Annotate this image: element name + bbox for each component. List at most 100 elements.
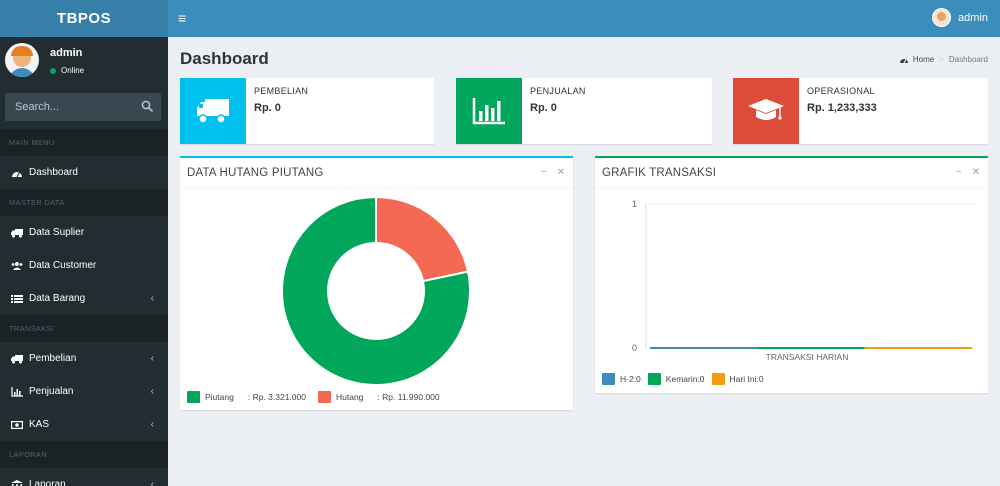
box-title: GRAFIK TRANSAKSI	[602, 167, 717, 179]
money-icon	[11, 420, 24, 430]
sidebar-item-laporan[interactable]: Laporan ‹	[0, 468, 168, 486]
sidebar-item-penjualan[interactable]: Penjualan ‹	[0, 375, 168, 408]
sidebar-item-pembelian[interactable]: Pembelian ‹	[0, 342, 168, 375]
y-tick-label: 1	[632, 199, 637, 209]
sidebar-item-data-suplier[interactable]: Data Suplier	[0, 216, 168, 249]
legend-swatch	[187, 391, 200, 403]
donut-slice-piutang[interactable]	[281, 195, 471, 386]
collapse-icon[interactable]: −	[955, 167, 962, 178]
sidebar-item-data-customer[interactable]: Data Customer	[0, 249, 168, 282]
truck-icon	[11, 228, 23, 238]
search-input[interactable]	[5, 93, 161, 121]
online-dot-icon	[50, 67, 56, 74]
user-avatar-icon	[932, 8, 952, 27]
legend-name: Piutang	[205, 392, 234, 402]
legend-swatch	[711, 373, 725, 385]
page-title: Dashboard	[180, 49, 269, 68]
legend-item-h2: H-2:0	[602, 373, 641, 385]
x-axis-label: TRANSAKSI HARIAN	[766, 352, 849, 362]
box-tools: − ✕	[956, 167, 980, 178]
legend-name: Hutang	[335, 392, 364, 402]
info-label: PENJUALAN	[530, 86, 586, 96]
close-icon[interactable]: ✕	[556, 167, 565, 178]
top-navbar: ≡ admin	[168, 0, 1000, 37]
box-tools: − ✕	[541, 167, 565, 178]
sidebar-menu: MAIN MENU Dashboard MASTER DATA Data Suplie…	[0, 129, 168, 486]
hutang-piutang-box: DATA HUTANG PIUTANG − ✕ Piutang : Rp. 3.…	[180, 156, 573, 410]
breadcrumb-home[interactable]: Home	[912, 55, 935, 64]
line-legend: H-2:0 Kemarin:0 Hari Ini:0	[602, 373, 764, 385]
sidebar-header-transaksi: TRANSAKSI	[0, 315, 168, 342]
truck-icon	[11, 354, 23, 364]
bank-icon	[11, 479, 23, 486]
user-panel: admin Online	[0, 37, 168, 89]
legend-swatch	[647, 373, 661, 385]
breadcrumb-separator: >	[939, 55, 944, 64]
dashboard-icon	[11, 168, 23, 178]
info-value: Rp. 0	[254, 102, 281, 114]
sidebar-user-name: admin	[50, 47, 83, 59]
search-icon[interactable]	[141, 100, 153, 112]
legend-name: H-2:0	[620, 374, 641, 384]
sidebar-item-label: Laporan	[29, 479, 66, 486]
info-value: Rp. 0	[530, 102, 557, 114]
legend-item-piutang: Piutang : Rp. 3.321.000	[187, 391, 306, 403]
sidebar-item-dashboard[interactable]: Dashboard	[0, 156, 168, 189]
sidebar-header-master-data: MASTER DATA	[0, 189, 168, 216]
box-title: DATA HUTANG PIUTANG	[187, 167, 324, 179]
collapse-icon[interactable]: −	[540, 167, 547, 178]
sidebar-header-main-menu: MAIN MENU	[0, 129, 168, 156]
status-online: Online	[50, 66, 84, 75]
grafik-transaksi-box: GRAFIK TRANSAKSI − ✕ 0 1 TRANSAKSI HARIAN …	[595, 156, 988, 393]
info-box-penjualan: PENJUALAN Rp. 0	[456, 78, 712, 144]
info-label: OPERASIONAL	[807, 86, 875, 96]
legend-item-hutang: Hutang : Rp. 11.990.000	[317, 391, 440, 403]
legend-name: Kemarin:0	[665, 374, 705, 384]
sidebar-header-laporan: LAPORAN	[0, 441, 168, 468]
legend-swatch	[317, 391, 331, 403]
dashboard-icon	[899, 58, 908, 63]
info-box-pembelian: PEMBELIAN Rp. 0	[180, 78, 434, 144]
legend-swatch	[602, 373, 615, 385]
content: Dashboard Home > Dashboard PEMBELIAN Rp.…	[168, 37, 1000, 486]
legend-value: : Rp. 11.990.000	[377, 392, 440, 402]
sidebar-item-label: Data Customer	[29, 260, 97, 271]
sidebar: admin Online MAIN MENU Dashboard MASTER DA…	[0, 37, 168, 486]
legend-item-kemarin: Kemarin:0	[647, 373, 705, 385]
chevron-left-icon: ‹	[150, 386, 154, 397]
sidebar-item-data-barang[interactable]: Data Barang ‹	[0, 282, 168, 315]
chevron-left-icon: ‹	[150, 479, 154, 486]
legend-value: : Rp. 3.321.000	[247, 392, 306, 402]
info-label: PEMBELIAN	[254, 86, 309, 96]
legend-name: Hari Ini:0	[729, 374, 764, 384]
status-label: Online	[61, 66, 85, 75]
users-icon	[11, 261, 23, 271]
close-icon[interactable]: ✕	[971, 167, 980, 178]
brand-logo[interactable]: TBPOS	[0, 0, 168, 37]
sidebar-item-label: Data Suplier	[29, 227, 85, 238]
donut-chart	[281, 195, 471, 386]
info-icon-bg	[733, 78, 799, 144]
truck-icon	[197, 99, 229, 124]
donut-slice-hutang[interactable]	[375, 195, 470, 283]
info-value: Rp. 1,233,333	[807, 102, 877, 114]
info-box-operasional: OPERASIONAL Rp. 1,233,333	[733, 78, 988, 144]
donut-legend: Piutang : Rp. 3.321.000 Hutang : Rp. 11.…	[187, 391, 440, 403]
sidebar-item-label: Data Barang	[29, 293, 86, 304]
chevron-left-icon: ‹	[150, 419, 154, 430]
list-icon	[11, 294, 23, 304]
chevron-left-icon: ‹	[150, 353, 154, 364]
user-menu[interactable]: admin	[932, 8, 988, 27]
sidebar-item-label: Dashboard	[29, 167, 78, 178]
sidebar-item-label: KAS	[29, 419, 50, 430]
legend-item-hari-ini: Hari Ini:0	[711, 373, 764, 385]
graduation-cap-icon	[748, 99, 784, 120]
menu-toggle-icon[interactable]: ≡	[178, 10, 187, 26]
avatar	[5, 43, 39, 77]
sidebar-item-kas[interactable]: KAS ‹	[0, 408, 168, 441]
info-icon-bg	[180, 78, 246, 144]
bar-chart-icon	[472, 98, 505, 125]
box-divider	[595, 187, 988, 188]
sidebar-search	[5, 93, 161, 121]
breadcrumb-current: Dashboard	[948, 55, 988, 64]
